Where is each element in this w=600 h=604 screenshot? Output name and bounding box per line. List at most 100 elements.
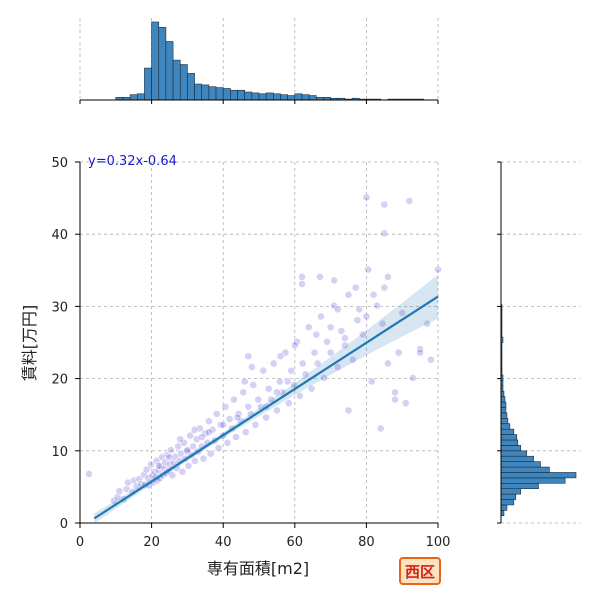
scatter-point (272, 406, 281, 415)
right-histogram-bar (500, 401, 507, 408)
scatter-point (165, 453, 174, 462)
scatter-point (249, 381, 258, 389)
scatter-point (355, 305, 364, 314)
top-histogram-bar (151, 21, 160, 101)
scatter-point (197, 433, 206, 441)
top-histogram-bar (258, 93, 267, 101)
right-histogram-bar (500, 412, 508, 419)
x-tick-label: 100 (426, 535, 451, 550)
top-histogram-bar (230, 89, 238, 101)
right-histogram-bar (500, 439, 519, 446)
right-histogram-bar (500, 428, 515, 435)
scatter-point (269, 359, 278, 368)
x-axis-label: 専有面積[m2] (207, 559, 309, 578)
scatter-point (344, 290, 353, 299)
scatter-point (154, 462, 163, 470)
scatter-point (204, 428, 213, 436)
scatter-point (317, 312, 325, 321)
scatter-point (312, 330, 321, 339)
scatter-point (161, 458, 170, 467)
scatter-point (240, 377, 249, 386)
top-histogram-bar (215, 87, 224, 101)
scatter-point (272, 388, 281, 397)
top-histogram-bar (194, 83, 203, 101)
scatter-point (426, 355, 435, 364)
right-histogram-bar (500, 407, 507, 414)
scatter-point (362, 312, 371, 321)
region-badge: 西区 (399, 557, 441, 585)
scatter-point (199, 454, 208, 463)
scatter-point (416, 348, 424, 357)
scatter-point (190, 425, 199, 434)
right-histogram-bar (500, 488, 522, 495)
scatter-point (233, 413, 242, 422)
top-histogram-bar (208, 86, 217, 101)
scatter-point (301, 370, 310, 379)
right-histogram-bar (500, 455, 534, 462)
scatter-point (364, 265, 373, 274)
scatter-point (225, 415, 234, 423)
top-histogram-bar (136, 93, 145, 101)
scatter-point (186, 431, 195, 440)
y-tick-label: 30 (51, 300, 68, 315)
scatter-point (167, 446, 175, 454)
scatter-point (247, 363, 256, 371)
scatter-point (401, 399, 410, 408)
right-histogram-bar (500, 450, 527, 457)
top-histogram-bar (251, 92, 260, 101)
right-histogram-bar (500, 477, 566, 484)
scatter-point (394, 348, 403, 357)
top-histogram-bar (280, 94, 288, 101)
scatter-point (380, 229, 389, 238)
scatter-point (206, 449, 215, 458)
y-tick-label: 10 (51, 445, 68, 460)
scatter-point (348, 355, 357, 364)
scatter-point (146, 460, 155, 469)
scatter-point (251, 420, 260, 429)
scatter-point (244, 402, 253, 411)
top-histogram-bar (187, 73, 195, 101)
top-histogram-bar (301, 94, 310, 101)
scatter-point (221, 402, 230, 411)
scatter-point (409, 373, 417, 382)
y-tick-label: 0 (60, 517, 68, 532)
scatter-point (183, 446, 192, 454)
scatter-point (369, 290, 378, 299)
top-histogram-bar (172, 59, 181, 101)
top-histogram-bar (144, 67, 152, 101)
scatter-point (383, 359, 392, 368)
scatter-point (310, 348, 319, 357)
scatter-point (113, 493, 122, 501)
scatter-point (230, 395, 238, 404)
scatter-point (152, 457, 161, 465)
top-histogram-bar (158, 27, 167, 101)
scatter-point (398, 308, 407, 317)
scatter-point (178, 467, 187, 476)
top-histogram-bar (129, 94, 138, 101)
scatter-point (323, 337, 331, 346)
right-histogram-bar (500, 499, 515, 506)
scatter-point (376, 424, 385, 433)
scatter-point (298, 272, 306, 281)
scatter-point (177, 449, 185, 458)
right-histogram-bar (500, 396, 506, 403)
scatter-point (150, 467, 159, 476)
scatter-point (142, 465, 151, 474)
scatter-point (219, 420, 228, 429)
scatter-point (351, 283, 360, 292)
scatter-point (298, 359, 307, 368)
regression-line (93, 295, 439, 520)
scatter-point (320, 373, 329, 382)
y-tick-label: 50 (51, 156, 68, 171)
y-tick-label: 20 (51, 373, 68, 388)
scatter-point (264, 384, 273, 393)
scatter-point (333, 305, 342, 314)
y-tick-label: 40 (51, 228, 68, 243)
scatter-point (216, 420, 225, 429)
scatter-point (383, 272, 392, 281)
scatter-point (254, 395, 263, 404)
scatter-point (330, 276, 339, 285)
scatter-point (223, 438, 232, 447)
scatter-point (283, 377, 292, 386)
